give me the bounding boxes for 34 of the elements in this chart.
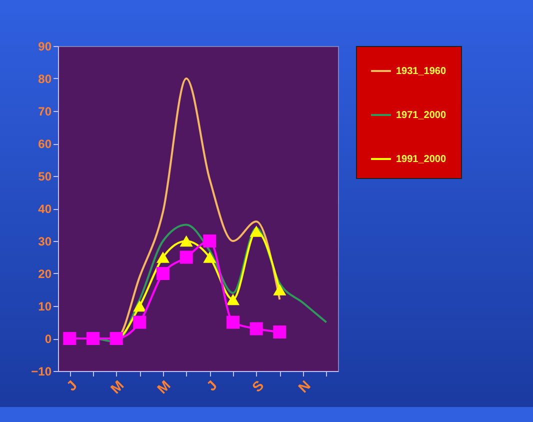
y-tick-label: 20	[38, 267, 52, 281]
point	[133, 300, 146, 312]
point	[156, 266, 170, 280]
y-tick-label: 60	[38, 137, 52, 151]
x-tick-label: S	[248, 377, 267, 396]
legend-label: 1991_2000	[396, 154, 446, 165]
legend-label: 1971_2000	[396, 110, 446, 121]
point	[203, 234, 216, 248]
y-tick-label: 70	[38, 104, 52, 118]
y-tick-label: −10	[31, 364, 52, 378]
point	[250, 226, 263, 237]
x-tick-label: M	[154, 377, 174, 397]
y-tick-label: 10	[38, 300, 52, 314]
y-tick-label: 40	[38, 202, 52, 216]
y-tick-label: 50	[38, 170, 52, 184]
point	[273, 325, 286, 339]
x-tick-label: M	[107, 377, 127, 397]
point	[180, 235, 193, 247]
legend-label: 1931_1960	[396, 66, 446, 77]
point	[226, 294, 240, 306]
y-tick-label: 80	[38, 72, 52, 86]
y-tick-label: 90	[38, 40, 52, 54]
x-tick-label: J	[63, 377, 80, 394]
point	[226, 316, 240, 329]
y-tick-label: 30	[38, 234, 52, 248]
x-tick-label: N	[294, 377, 314, 396]
y-tick-label: 0	[44, 332, 52, 346]
x-tick-label: J	[203, 377, 220, 394]
point	[273, 284, 286, 296]
point	[203, 252, 216, 263]
point	[180, 250, 193, 264]
point	[133, 316, 146, 329]
point	[250, 322, 263, 336]
point	[156, 252, 170, 263]
